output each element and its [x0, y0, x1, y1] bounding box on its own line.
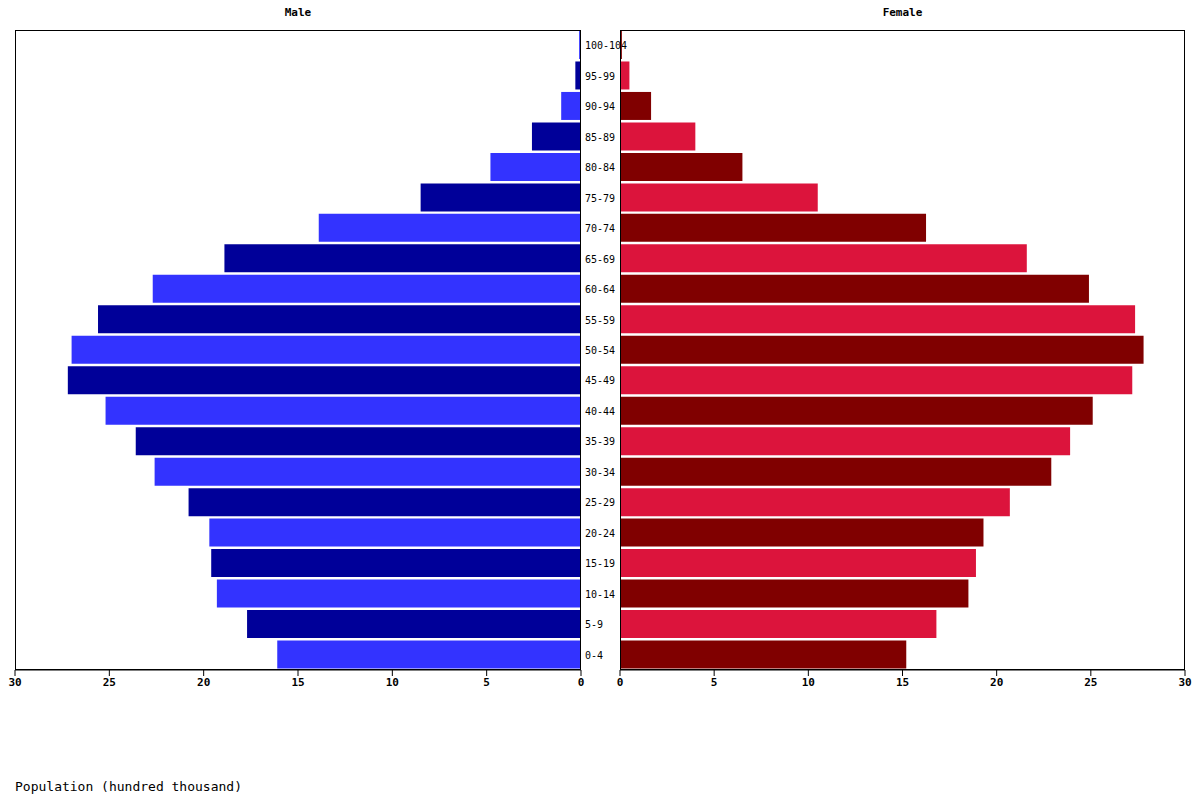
svg-text:60-64: 60-64 — [585, 284, 615, 295]
svg-text:20: 20 — [197, 676, 210, 689]
html-text:Male: Male — [284, 6, 312, 19]
svg-text:5: 5 — [483, 676, 490, 689]
svg-text:15-19: 15-19 — [585, 558, 615, 569]
svg-text:25-29: 25-29 — [585, 497, 615, 508]
svg-text:5-9: 5-9 — [585, 619, 603, 630]
svg-text:100-104: 100-104 — [585, 40, 627, 51]
svg-text:90-94: 90-94 — [585, 101, 615, 112]
svg-text:20-24: 20-24 — [585, 528, 615, 539]
svg-text:40-44: 40-44 — [585, 406, 615, 417]
svg-text:65-69: 65-69 — [585, 254, 615, 265]
svg-text:5: 5 — [711, 676, 718, 689]
svg-text:25: 25 — [103, 676, 116, 689]
svg-text:95-99: 95-99 — [585, 71, 615, 82]
svg-text:0: 0 — [578, 676, 585, 689]
svg-text:0-4: 0-4 — [585, 650, 603, 661]
svg-text:15: 15 — [291, 676, 304, 689]
svg-text:35-39: 35-39 — [585, 436, 615, 447]
svg-text:80-84: 80-84 — [585, 162, 615, 173]
svg-text:55-59: 55-59 — [585, 315, 615, 326]
html-text:Female: Female — [882, 6, 923, 19]
svg-text:10-14: 10-14 — [585, 589, 615, 600]
svg-text:10: 10 — [802, 676, 815, 689]
svg-text:30: 30 — [8, 676, 21, 689]
svg-text:10: 10 — [386, 676, 399, 689]
html-text:Population (hundred thousand): Population (hundred thousand) — [15, 779, 242, 794]
svg-text:75-79: 75-79 — [585, 193, 615, 204]
svg-text:20: 20 — [990, 676, 1003, 689]
svg-text:0: 0 — [617, 676, 624, 689]
svg-text:50-54: 50-54 — [585, 345, 615, 356]
svg-text:15: 15 — [896, 676, 909, 689]
svg-text:25: 25 — [1084, 676, 1097, 689]
svg-text:30-34: 30-34 — [585, 467, 615, 478]
svg-text:30: 30 — [1178, 676, 1191, 689]
svg-text:45-49: 45-49 — [585, 375, 615, 386]
svg-text:70-74: 70-74 — [585, 223, 615, 234]
svg-text:85-89: 85-89 — [585, 132, 615, 143]
